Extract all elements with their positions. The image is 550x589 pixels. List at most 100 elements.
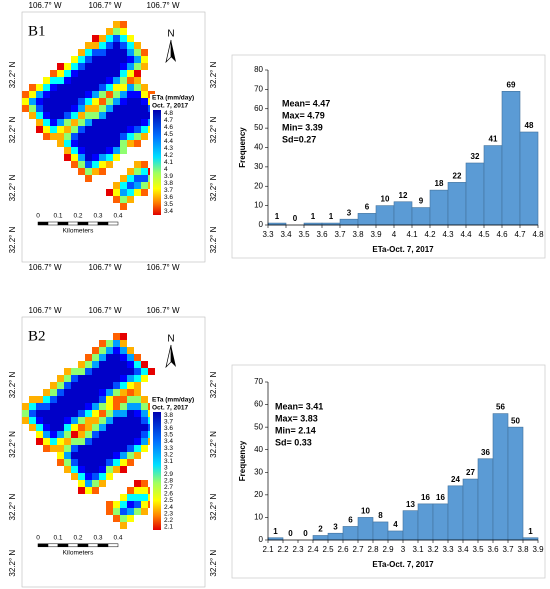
bar: [327, 532, 344, 541]
map-cell: [78, 368, 85, 375]
scale-label: 0.2: [73, 535, 82, 542]
lat-label: 32.2° N: [209, 61, 218, 88]
map-cell: [71, 424, 78, 431]
map-cell: [120, 403, 127, 410]
bar-label: 3: [347, 208, 352, 217]
y-tick-label: 10: [254, 201, 263, 210]
map-cell: [85, 368, 92, 375]
map-cell: [141, 417, 148, 424]
bar-label: 41: [489, 135, 498, 144]
map-cell: [92, 140, 99, 147]
map-cell: [92, 168, 99, 175]
map-cell: [71, 63, 78, 70]
bar-label: 1: [273, 527, 278, 536]
colorbar-label: 2.3: [164, 510, 173, 517]
map-cell: [92, 382, 99, 389]
lat-label: 32.2° N: [8, 550, 17, 577]
map-cell: [106, 63, 113, 70]
map-cell: [78, 445, 85, 452]
map-cell: [78, 63, 85, 70]
map-cell: [120, 21, 127, 28]
map-cell: [120, 424, 127, 431]
map-cell: [85, 431, 92, 438]
map-cell: [120, 368, 127, 375]
map-cell: [85, 175, 92, 182]
map-cell: [120, 396, 127, 403]
colorbar-label: 4.8: [164, 110, 173, 117]
colorbar-label: 3.4: [164, 208, 173, 215]
map-cell: [78, 459, 85, 466]
colorbar-label: 4: [164, 166, 168, 173]
map-cell: [99, 368, 106, 375]
scale-bar: [47, 221, 59, 226]
map-cell: [71, 133, 78, 140]
map-cell: [106, 473, 113, 480]
map-cell: [99, 396, 106, 403]
map-cell: [85, 389, 92, 396]
bar-label: 1: [329, 212, 334, 221]
bar: [357, 517, 374, 541]
map-cell: [57, 77, 64, 84]
map-cell: [71, 70, 78, 77]
map-cell: [50, 417, 57, 424]
map-cell: [92, 147, 99, 154]
map-cell: [127, 410, 134, 417]
map-cell: [43, 77, 50, 84]
map-cell: [85, 396, 92, 403]
map-cell: [71, 417, 78, 424]
map-cell: [134, 368, 141, 375]
map-cell: [141, 375, 148, 382]
map-cell: [92, 396, 99, 403]
bar: [372, 521, 389, 541]
map-cell: [29, 410, 36, 417]
bar: [429, 189, 449, 226]
map-cell: [99, 56, 106, 63]
map-cell: [113, 126, 120, 133]
map-cell: [106, 508, 113, 515]
map-cell: [92, 126, 99, 133]
colorbar-label: 2.7: [164, 484, 173, 491]
lon-label: 106.7° W: [89, 306, 122, 315]
bar: [462, 478, 479, 541]
map-cell: [120, 49, 127, 56]
map-cell: [120, 196, 127, 203]
map-cell: [57, 452, 64, 459]
map-cell: [141, 161, 148, 168]
map-cell: [71, 438, 78, 445]
x-tick-label: 3.9: [532, 545, 544, 554]
map-cell: [113, 389, 120, 396]
map-cell: [120, 63, 127, 70]
map-cell: [120, 28, 127, 35]
x-tick-label: 3.7: [502, 545, 514, 554]
colorbar-label: 4.6: [164, 124, 173, 131]
lat-label: 32.2° N: [209, 493, 218, 520]
map-cell: [106, 28, 113, 35]
map-cell: [71, 161, 78, 168]
x-tick-label: 2.2: [277, 545, 289, 554]
map-cell: [120, 35, 127, 42]
map-cell: [78, 473, 85, 480]
scale-bar: [67, 543, 79, 548]
map-cell: [78, 119, 85, 126]
map-cell: [106, 56, 113, 63]
map-cell: [113, 147, 120, 154]
bar: [501, 91, 521, 226]
map-cell: [99, 410, 106, 417]
map-cell: [57, 445, 64, 452]
map-cell: [134, 49, 141, 56]
map-cell: [127, 515, 134, 522]
map-cell: [141, 431, 148, 438]
map-cell: [71, 452, 78, 459]
scale-label: 0.1: [53, 535, 62, 542]
y-axis-title: Frequency: [238, 127, 247, 168]
map-cell: [99, 105, 106, 112]
map-cell: [99, 480, 106, 487]
map-cell: [92, 105, 99, 112]
map-cell: [85, 154, 92, 161]
map-cell: [85, 161, 92, 168]
map-cell: [85, 445, 92, 452]
map-cell: [99, 35, 106, 42]
map-cell: [78, 98, 85, 105]
map-cell: [85, 63, 92, 70]
map-cell: [99, 431, 106, 438]
